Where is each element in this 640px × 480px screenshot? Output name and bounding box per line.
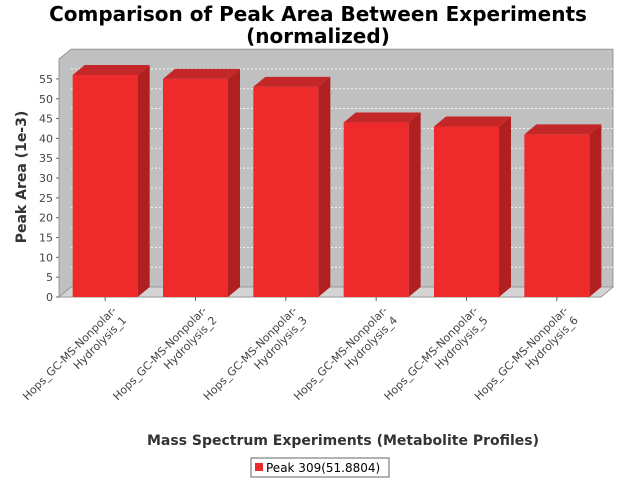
bar-top bbox=[72, 64, 150, 75]
y-tick-label: 20 bbox=[39, 212, 53, 225]
chart-title-line1: Comparison of Peak Area Between Experime… bbox=[49, 2, 587, 26]
y-tick-label: 35 bbox=[39, 152, 53, 165]
bar-front bbox=[163, 78, 228, 297]
y-tick-label: 30 bbox=[39, 172, 53, 185]
bars bbox=[72, 64, 602, 298]
y-tick-label: 5 bbox=[46, 271, 53, 284]
bar-top bbox=[253, 76, 331, 87]
legend-label: Peak 309(51.8804) bbox=[266, 461, 380, 475]
bar-side bbox=[228, 68, 240, 297]
x-axis-title: Mass Spectrum Experiments (Metabolite Pr… bbox=[147, 433, 539, 449]
y-tick-label: 55 bbox=[39, 73, 53, 86]
y-tick-label: 45 bbox=[39, 113, 53, 126]
bar-side bbox=[318, 76, 331, 297]
bar bbox=[72, 64, 150, 298]
y-tick-label: 10 bbox=[39, 251, 53, 264]
legend: Peak 309(51.8804) bbox=[250, 457, 390, 478]
chart-title-line2: (normalized) bbox=[246, 24, 390, 48]
bar-top bbox=[343, 112, 421, 123]
bar-side bbox=[499, 116, 511, 297]
y-tick-label: 0 bbox=[46, 291, 53, 304]
bar-side bbox=[137, 64, 150, 298]
x-axis-category-labels: Hops_GC-MS-Nonpolar-Hydrolysis_1Hops_GC-… bbox=[20, 297, 581, 413]
bar bbox=[253, 76, 331, 297]
bar-side bbox=[408, 112, 421, 297]
bar-front bbox=[253, 86, 319, 297]
y-tick-label: 15 bbox=[39, 232, 53, 245]
bar bbox=[434, 116, 511, 297]
bar bbox=[524, 124, 602, 297]
bar-top bbox=[434, 116, 511, 127]
y-tick-label: 50 bbox=[39, 93, 53, 106]
legend-box bbox=[250, 457, 390, 478]
bar-top bbox=[163, 68, 240, 79]
bar-top bbox=[524, 124, 602, 135]
y-tick-label: 40 bbox=[39, 132, 53, 145]
legend-swatch bbox=[255, 463, 263, 471]
y-axis-ticks: 0 5 10 15 20 25 30 35 40 45 50 55 bbox=[39, 73, 59, 304]
x-category-label: Hops_GC-MS-Nonpolar-Hydrolysis_6 bbox=[472, 304, 581, 413]
bar bbox=[163, 68, 240, 297]
bar-front bbox=[72, 74, 138, 298]
y-axis-title: Peak Area (1e-3) bbox=[14, 111, 30, 244]
bar-front bbox=[434, 126, 499, 297]
y-tick-label: 25 bbox=[39, 192, 53, 205]
bar-front bbox=[524, 134, 590, 297]
bar bbox=[343, 112, 421, 297]
bar-side bbox=[589, 124, 602, 297]
bar-front bbox=[343, 122, 409, 297]
